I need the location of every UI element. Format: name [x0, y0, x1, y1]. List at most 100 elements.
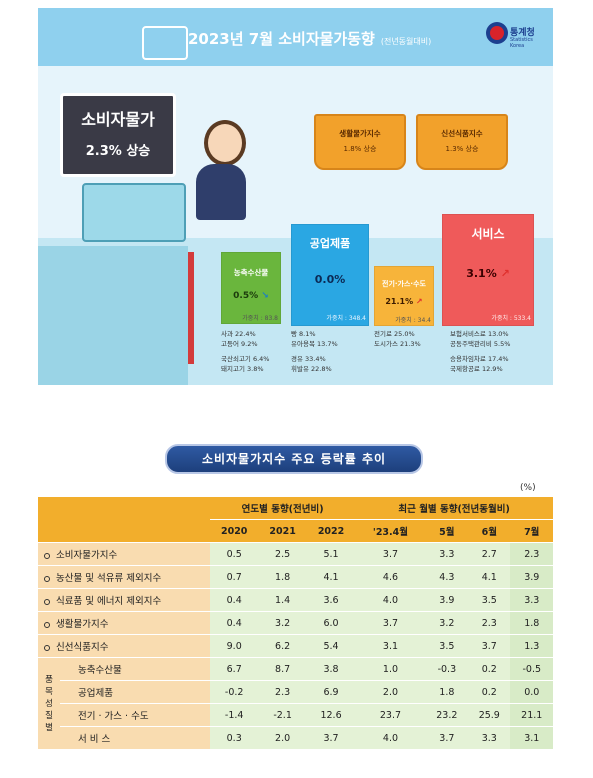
table-cell: -0.2 — [210, 680, 259, 704]
table-cell: 2.3 — [510, 542, 553, 566]
table-cell: 3.1 — [510, 726, 553, 750]
shopping-basket-icon — [142, 26, 188, 60]
table-cell: 4.0 — [355, 726, 426, 750]
col-header: 2022 — [306, 519, 356, 543]
table-cell: 2.7 — [468, 542, 511, 566]
table-row: 생활물가지수 0.4 3.2 6.0 3.7 3.2 2.3 1.8 — [38, 611, 553, 635]
table-cell: 21.1 — [510, 703, 553, 727]
table-row: 식료품 및 에너지 제외지수 0.4 1.4 3.6 4.0 3.9 3.5 3.3 — [38, 588, 553, 612]
table-cell: 8.7 — [258, 657, 307, 681]
group-header-yearly: 연도별 동향(전년비) — [210, 497, 356, 520]
group-header-monthly: 최근 월별 동향(전년동월비) — [355, 497, 553, 520]
table-cell: 0.4 — [210, 588, 259, 612]
table-cell: 23.7 — [355, 703, 426, 727]
table-cell: 4.6 — [355, 565, 426, 589]
cash-register-icon — [82, 183, 186, 242]
table-cell: 23.2 — [425, 703, 469, 727]
table-cell: 0.2 — [468, 657, 511, 681]
table-cell: 3.9 — [510, 565, 553, 589]
table-cell: 2.3 — [468, 611, 511, 635]
table-cell: 4.0 — [355, 588, 426, 612]
table-cell: 5.1 — [306, 542, 356, 566]
cpi-table: 연도별 동향(전년비) 최근 월별 동향(전년동월비) 2020 2021 20… — [38, 497, 553, 750]
utilities-notes: 전기료 25.0% 도시가스 21.3% — [374, 330, 421, 348]
cpi-value: 2.3% 상승 — [85, 144, 151, 159]
col-header: 2021 — [258, 519, 307, 543]
table-cell: 6.9 — [306, 680, 356, 704]
col-header: 6월 — [468, 519, 511, 543]
row-label: 공업제품 — [60, 680, 210, 704]
table-cell: 0.5 — [210, 542, 259, 566]
table-row: 신선식품지수 9.0 6.2 5.4 3.1 3.5 3.7 1.3 — [38, 634, 553, 658]
agency-logo: 통계청 Statistics Korea — [486, 22, 546, 52]
table-cell: 4.1 — [468, 565, 511, 589]
table-cell: 2.5 — [258, 542, 307, 566]
bullet-icon — [44, 644, 50, 651]
table-cell: 3.9 — [425, 588, 469, 612]
table-cell: 3.7 — [355, 611, 426, 635]
table-cell: 1.4 — [258, 588, 307, 612]
table-cell: 3.3 — [468, 726, 511, 750]
col-header: '23.4월 — [355, 519, 426, 543]
arrow-up-icon: ↗ — [415, 297, 423, 306]
cpi-sign: 소비자물가 2.3% 상승 — [60, 93, 176, 177]
agri-notes: 사과 22.4% 고등어 9.2% 국산쇠고기 6.4% 돼지고기 3.8% — [221, 330, 270, 373]
table-cell: 3.8 — [306, 657, 356, 681]
product-services: 서비스 3.1% ↗ 가중치 : 533.4 — [442, 214, 534, 326]
table-cell: 2.3 — [258, 680, 307, 704]
table-row: 공업제품 -0.2 2.3 6.9 2.0 1.8 0.2 0.0 — [38, 680, 553, 704]
product-agri: 농축수산물 0.5% ↘ 가중치 : 83.8 — [221, 252, 281, 324]
table-cell: 25.9 — [468, 703, 511, 727]
table-cell: 9.0 — [210, 634, 259, 658]
table-cell: 3.2 — [425, 611, 469, 635]
side-label-char: 목 — [45, 686, 53, 697]
side-label-char: 별 — [45, 722, 53, 733]
table-cell: 3.6 — [306, 588, 356, 612]
table-cell: 0.3 — [210, 726, 259, 750]
counter-box — [38, 246, 188, 385]
arrow-down-icon: ↘ — [261, 291, 269, 301]
side-label-char: 성 — [45, 698, 53, 709]
side-label-char: 품 — [45, 674, 53, 685]
basket-living-index: 생활물가지수 1.8% 상승 — [314, 114, 406, 170]
col-header: 5월 — [425, 519, 469, 543]
table-corner-header — [38, 497, 210, 543]
row-label: 생활물가지수 — [38, 611, 210, 635]
row-label: 신선식품지수 — [38, 634, 210, 658]
row-label: 식료품 및 에너지 제외지수 — [38, 588, 210, 612]
table-row: 품 목 성 질 별 농축수산물 6.7 8.7 3.8 1.0 -0.3 0.2 -0.5 — [38, 657, 553, 750]
table-cell: -0.5 — [510, 657, 553, 681]
table-cell: 12.6 — [306, 703, 356, 727]
table-cell: 1.3 — [510, 634, 553, 658]
table-cell: 6.0 — [306, 611, 356, 635]
table-cell: 3.1 — [355, 634, 426, 658]
bullet-icon — [44, 575, 50, 582]
table-cell: 0.4 — [210, 611, 259, 635]
table-cell: -0.3 — [425, 657, 469, 681]
row-label: 소비자물가지수 — [38, 542, 210, 566]
table-cell: 0.0 — [510, 680, 553, 704]
col-header: 2020 — [210, 519, 259, 543]
table-cell: -1.4 — [210, 703, 259, 727]
table-cell: 3.7 — [355, 542, 426, 566]
page-title: 2023년 7월 소비자물가동향 (전년동월대비) — [188, 30, 432, 48]
table-row: 소비자물가지수 0.5 2.5 5.1 3.7 3.3 2.7 2.3 — [38, 542, 553, 566]
table-cell: 2.0 — [355, 680, 426, 704]
table-cell: 4.1 — [306, 565, 356, 589]
table-cell: -2.1 — [258, 703, 307, 727]
unit-label: (%) — [520, 483, 536, 493]
product-utilities: 전기·가스·수도 21.1% ↗ 가중치 : 34.4 — [374, 266, 434, 326]
table-cell: 3.7 — [425, 726, 469, 750]
table-cell: 1.8 — [258, 565, 307, 589]
table-cell: 6.2 — [258, 634, 307, 658]
industrial-notes: 빵 8.1% 유아용복 13.7% 경유 33.4% 휘발유 22.8% — [291, 330, 338, 373]
table-row: 서 비 스 0.3 2.0 3.7 4.0 3.7 3.3 3.1 — [38, 726, 553, 750]
product-industrial: 공업제품 0.0% 가중치 : 348.4 — [291, 224, 369, 326]
table-cell: 3.2 — [258, 611, 307, 635]
row-label: 서 비 스 — [60, 726, 210, 750]
table-cell: 5.4 — [306, 634, 356, 658]
side-label-char: 질 — [45, 710, 53, 721]
title-banner — [38, 8, 553, 66]
row-label: 농축수산물 — [60, 657, 210, 681]
bullet-icon — [44, 621, 50, 628]
